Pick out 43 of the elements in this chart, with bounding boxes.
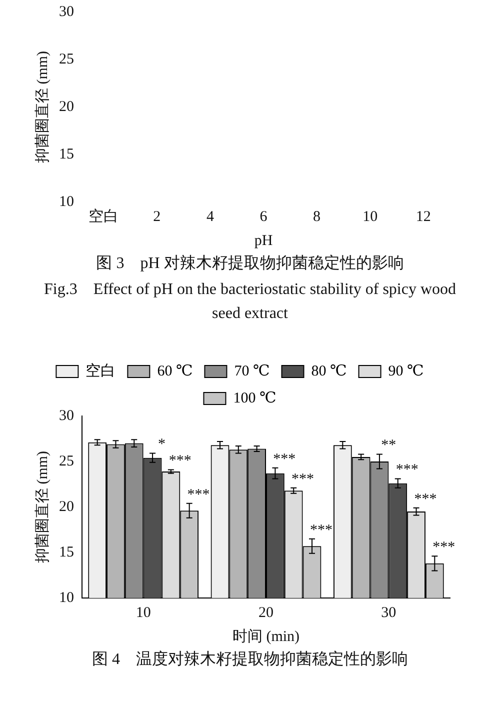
y-tick-label: 20: [59, 498, 74, 515]
annotation: ***: [414, 491, 437, 508]
annotation: ***: [273, 451, 296, 468]
y-tick-label: 30: [59, 4, 74, 20]
x-tick-label: 2: [153, 208, 161, 225]
annotation: ***: [292, 471, 314, 488]
annotation: **: [381, 438, 396, 454]
annotation: ***: [187, 486, 210, 503]
y-tick-label: 15: [59, 544, 74, 560]
annotation: ***: [310, 522, 332, 538]
annotation: ***: [168, 453, 192, 470]
x-tick-label: 8: [313, 208, 321, 225]
x-tick-label: 6: [260, 208, 268, 225]
text: 图 3 pH 对辣木籽提取物抑菌稳定性的影响: [95, 254, 405, 274]
x-tick-label: 10: [362, 208, 378, 225]
legend-label: 100 ℃: [233, 390, 276, 406]
annotation: *: [158, 436, 166, 453]
y-tick-label: 25: [59, 453, 74, 470]
y-tick-label: 20: [59, 98, 74, 115]
y-tick-label: 10: [59, 590, 74, 606]
x-tick-label: 12: [416, 208, 431, 225]
legend-label: 80 ℃: [311, 363, 347, 380]
legend-label: 空白: [86, 362, 116, 380]
y-tick-label: 30: [59, 408, 74, 424]
x-axis-title: 时间 (min): [232, 628, 300, 645]
y-tick-label: 10: [59, 194, 74, 210]
x-axis-title: pH: [254, 232, 273, 249]
text: Fig.3 Effect of pH on the bacteriostatic stability of spicy wood seed extract: [42, 280, 458, 324]
legend-label: 60 ℃: [157, 363, 193, 380]
y-axis-title: 抑菌圈直径 (mm): [34, 50, 51, 164]
y-tick-label: 15: [59, 146, 74, 162]
legend-label: 90 ℃: [388, 363, 424, 380]
y-axis-title: 抑菌圈直径 (mm): [34, 450, 51, 564]
text: 图 4 温度对辣木籽提取物抑菌稳定性的影响: [91, 650, 409, 670]
annotation: ***: [396, 462, 418, 478]
y-tick-label: 25: [59, 51, 74, 68]
annotation: ***: [432, 540, 456, 556]
x-tick-label: 30: [381, 604, 396, 621]
legend-label: 70 ℃: [234, 363, 270, 380]
x-tick-label: 4: [206, 208, 214, 225]
x-tick-label: 空白: [88, 208, 119, 225]
x-tick-label: 20: [258, 604, 274, 621]
x-tick-label: 10: [136, 604, 151, 621]
